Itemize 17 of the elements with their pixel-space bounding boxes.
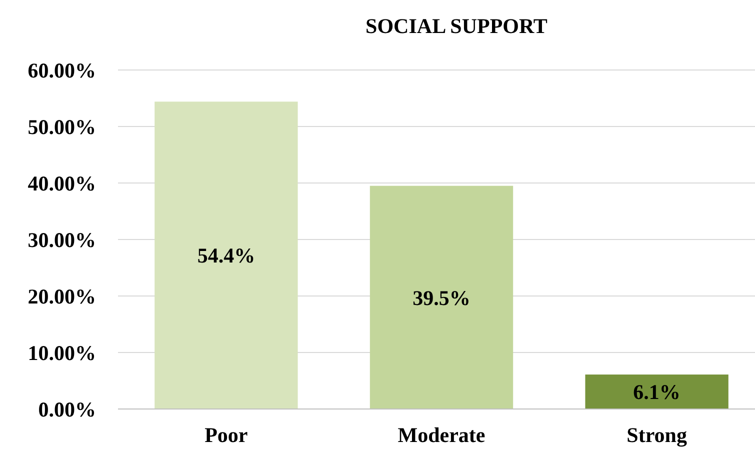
y-tick-label: 40.00% (28, 171, 96, 196)
bar (585, 374, 728, 409)
y-tick-label: 20.00% (28, 284, 96, 308)
data-label: 39.5% (412, 286, 470, 310)
bar (154, 102, 298, 409)
y-tick-label: 30.00% (28, 228, 96, 252)
x-tick-label: Poor (204, 423, 248, 447)
y-tick-label: 50.00% (28, 114, 96, 139)
x-tick-label: Moderate (398, 423, 486, 447)
data-label: 54.4% (197, 244, 256, 268)
chart-title: SOCIAL SUPPORT (366, 14, 548, 38)
y-tick-label: 10.00% (28, 340, 96, 365)
x-tick-label: Strong (626, 423, 688, 447)
y-tick-label: 0.00% (38, 397, 96, 422)
y-tick-label: 60.00% (28, 58, 96, 82)
data-label: 6.1% (633, 380, 680, 404)
bar (370, 186, 514, 409)
